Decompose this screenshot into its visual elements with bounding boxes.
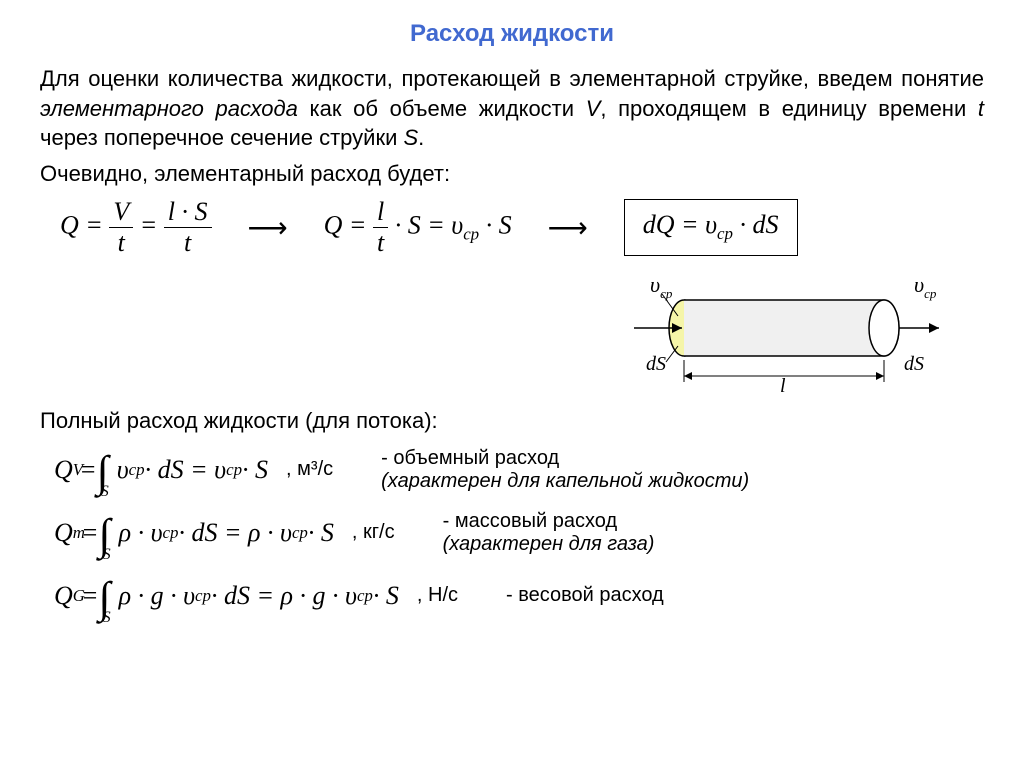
unit-label: , Н/с — [417, 584, 458, 607]
flow-description: - весовой расход — [506, 584, 664, 607]
eq1: Q = Vt = l · St — [60, 197, 212, 258]
full-flow-title: Полный расход жидкости (для потока): — [40, 408, 984, 434]
unit-label: , м³/с — [286, 458, 333, 481]
flow-equation-row: QV= ∫Sυcp · dS = υcp · S , м³/с - объемный… — [54, 444, 984, 495]
svg-text:υcp: υcp — [914, 272, 937, 301]
equation-row: Q = Vt = l · St ⟶ Q = lt · S = υcp · S ⟶… — [60, 197, 984, 258]
flow-equation-row: QG= ∫Sρ · g · υcp · dS = ρ · g · υcp · S… — [54, 570, 984, 621]
cylinder-diagram: υcp υcp dS dS l — [40, 268, 954, 398]
intro-text: Для оценки количества жидкости, протекаю… — [40, 64, 984, 153]
svg-text:υcp: υcp — [650, 272, 673, 301]
obvious-text: Очевидно, элементарный расход будет: — [40, 161, 984, 187]
arrow-icon: ⟶ — [548, 211, 588, 244]
svg-text:dS: dS — [904, 353, 924, 375]
arrow-icon: ⟶ — [248, 211, 288, 244]
flow-lhs: QV= ∫Sυcp · dS = υcp · S — [54, 444, 268, 495]
unit-label: , кг/с — [352, 521, 395, 544]
eq3-boxed: dQ = υcp · dS — [624, 199, 798, 255]
flow-lhs: Qm= ∫Sρ · υcp · dS = ρ · υcp · S — [54, 507, 334, 558]
flow-equation-row: Qm= ∫Sρ · υcp · dS = ρ · υcp · S , кг/с - … — [54, 507, 984, 558]
flow-description: - объемный расход(характерен для капельн… — [381, 447, 749, 493]
page-title: Расход жидкости — [40, 20, 984, 48]
flow-description: - массовый расход(характерен для газа) — [443, 510, 655, 556]
svg-text:l: l — [780, 375, 786, 397]
eq2: Q = lt · S = υcp · S — [324, 197, 512, 258]
flow-lhs: QG= ∫Sρ · g · υcp · dS = ρ · g · υcp · S — [54, 570, 399, 621]
svg-text:dS: dS — [646, 353, 666, 375]
